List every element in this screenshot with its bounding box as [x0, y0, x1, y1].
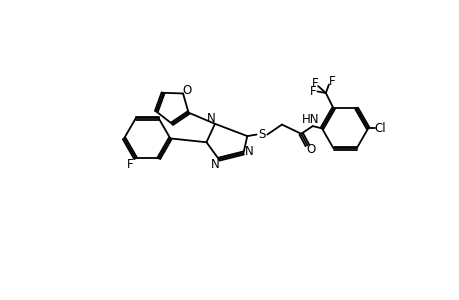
Text: F: F [328, 75, 335, 88]
Text: S: S [257, 128, 265, 141]
Text: O: O [182, 84, 191, 97]
Text: HN: HN [301, 113, 319, 126]
Text: F: F [127, 158, 133, 171]
Text: N: N [245, 145, 253, 158]
Text: F: F [311, 77, 318, 90]
Text: O: O [306, 143, 315, 156]
Text: F: F [309, 85, 316, 98]
Text: N: N [210, 158, 219, 171]
Text: Cl: Cl [374, 122, 386, 135]
Text: N: N [206, 112, 215, 125]
